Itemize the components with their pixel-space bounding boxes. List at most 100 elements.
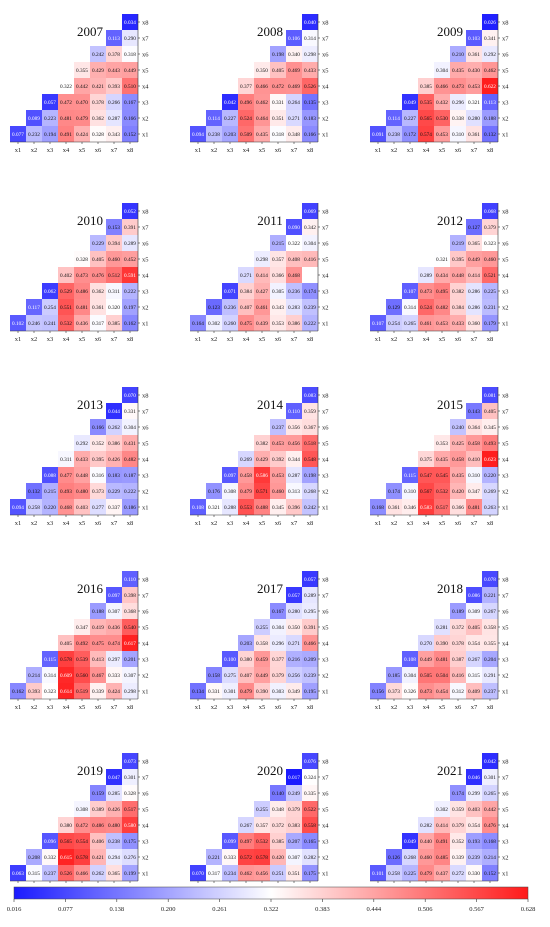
heatmap-cell xyxy=(190,865,206,881)
cell-value-label: 0.366 xyxy=(272,273,284,279)
heatmap-cell xyxy=(418,499,434,515)
cell-value-label: 0.316 xyxy=(92,473,104,479)
x-tick-label: x7 xyxy=(291,147,298,154)
heatmap-cell xyxy=(434,251,450,267)
heatmap-cell xyxy=(42,126,58,142)
cell-value-label: 0.364 xyxy=(468,425,480,431)
cell-value-label: 0.565 xyxy=(420,116,432,122)
cell-value-label: 0.275 xyxy=(224,673,236,679)
cell-value-label: 0.089 xyxy=(28,116,40,122)
cell-value-label: 0.283 xyxy=(288,305,300,311)
heatmap-cell xyxy=(482,603,498,619)
cell-value-label: 0.591 xyxy=(124,273,136,279)
cell-value-label: 0.433 xyxy=(452,321,464,327)
cell-value-label: 0.052 xyxy=(124,209,136,215)
x-tick-label: x2 xyxy=(391,147,398,154)
heatmap-cell xyxy=(482,635,498,651)
cell-value-label: 0.395 xyxy=(92,457,104,463)
cell-value-label: 0.267 xyxy=(240,823,252,829)
x-tick-label: x7 xyxy=(471,147,478,154)
cell-value-label: 0.385 xyxy=(108,321,120,327)
heatmap-cell xyxy=(74,619,90,635)
heatmap-cell xyxy=(302,110,318,126)
cell-value-label: 0.090 xyxy=(288,225,300,231)
cell-value-label: 0.287 xyxy=(108,116,120,122)
y-tick-label: x8 xyxy=(142,392,149,399)
cell-value-label: 0.114 xyxy=(388,116,400,122)
y-tick-label: x2 xyxy=(322,672,329,679)
heatmap-cell xyxy=(386,865,402,881)
cell-value-label: 0.382 xyxy=(256,441,268,447)
cell-value-label: 0.301 xyxy=(224,689,236,695)
cell-value-label: 0.309 xyxy=(468,609,480,615)
cell-value-label: 0.159 xyxy=(92,791,104,797)
cell-value-label: 0.356 xyxy=(288,425,300,431)
cell-value-label: 0.442 xyxy=(76,84,88,90)
cell-value-label: 0.357 xyxy=(272,257,284,263)
heatmap-cell xyxy=(270,849,286,865)
cell-value-label: 0.532 xyxy=(60,321,72,327)
cell-value-label: 0.168 xyxy=(372,505,384,511)
cell-value-label: 0.448 xyxy=(452,273,464,279)
cell-value-label: 0.453 xyxy=(436,132,448,138)
cell-value-label: 0.377 xyxy=(240,84,252,90)
heatmap-cell xyxy=(418,651,434,667)
cell-value-label: 0.134 xyxy=(192,689,204,695)
heatmap-cell xyxy=(222,315,238,331)
heatmap-cell xyxy=(402,299,418,315)
x-tick-label: x2 xyxy=(211,147,218,154)
heatmap-cell xyxy=(482,571,498,587)
cell-value-label: 0.390 xyxy=(436,641,448,647)
cell-value-label: 0.299 xyxy=(468,791,480,797)
cell-value-label: 0.391 xyxy=(124,225,136,231)
cell-value-label: 0.352 xyxy=(452,839,464,845)
cell-value-label: 0.430 xyxy=(468,68,480,74)
y-tick-label: x3 xyxy=(322,656,329,663)
y-tick-label: x2 xyxy=(322,488,329,495)
x-tick-label: x4 xyxy=(63,704,70,711)
cell-value-label: 0.219 xyxy=(452,241,464,247)
heatmap-cell xyxy=(466,667,482,683)
heatmap-cell xyxy=(482,801,498,817)
heatmap-cell xyxy=(238,299,254,315)
heatmap-cell xyxy=(286,419,302,435)
heatmap-cell xyxy=(482,683,498,699)
heatmap-cell xyxy=(402,467,418,483)
cell-value-label: 0.099 xyxy=(224,839,236,845)
heatmap-cell xyxy=(58,865,74,881)
heatmap-cell xyxy=(466,62,482,78)
cell-value-label: 0.565 xyxy=(60,839,72,845)
heatmap-cell xyxy=(434,126,450,142)
cell-value-label: 0.308 xyxy=(224,489,236,495)
heatmap-cell xyxy=(302,283,318,299)
y-tick-label: x5 xyxy=(142,806,149,813)
y-tick-label: x5 xyxy=(322,67,329,74)
y-tick-label: x6 xyxy=(502,424,509,431)
heatmap-cell xyxy=(106,251,122,267)
cell-value-label: 0.077 xyxy=(12,132,24,138)
cell-value-label: 0.179 xyxy=(484,321,496,327)
heatmap-cell xyxy=(482,865,498,881)
heatmap-cell xyxy=(302,817,318,833)
heatmap-cell xyxy=(402,283,418,299)
heatmap-cell xyxy=(74,651,90,667)
cell-value-label: 0.389 xyxy=(92,807,104,813)
cell-value-label: 0.466 xyxy=(304,641,316,647)
cell-value-label: 0.239 xyxy=(468,855,480,861)
cell-value-label: 0.460 xyxy=(108,257,120,263)
y-tick-label: x4 xyxy=(142,822,149,829)
heatmap-cell xyxy=(90,483,106,499)
heatmap-cell xyxy=(122,467,138,483)
cell-value-label: 0.571 xyxy=(256,489,268,495)
cell-value-label: 0.488 xyxy=(256,505,268,511)
cell-value-label: 0.222 xyxy=(124,489,136,495)
x-tick-label: x3 xyxy=(227,336,234,343)
y-tick-label: x5 xyxy=(142,256,149,263)
cell-value-label: 0.057 xyxy=(44,100,56,106)
cell-value-label: 0.172 xyxy=(404,132,416,138)
heatmap-cell xyxy=(286,299,302,315)
heatmap-cell xyxy=(466,30,482,46)
cell-value-label: 0.162 xyxy=(12,689,24,695)
cell-value-label: 0.449 xyxy=(420,657,432,663)
heatmap-cell xyxy=(238,865,254,881)
